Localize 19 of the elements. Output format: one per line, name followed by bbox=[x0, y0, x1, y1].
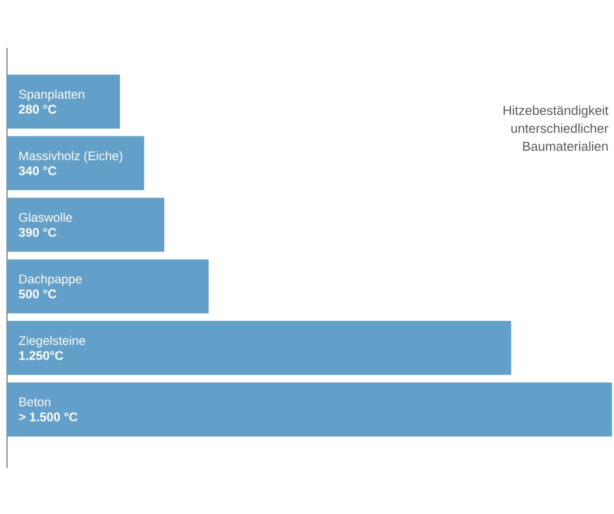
y-tick-label: Ziegelsteine bbox=[18, 336, 86, 348]
bar bbox=[7, 320, 512, 375]
y-tick-label: Spanplatten bbox=[19, 90, 84, 102]
bar bbox=[7, 136, 144, 190]
bar bbox=[7, 198, 164, 252]
bar bbox=[7, 74, 120, 129]
data-label: > 1.500 °C bbox=[19, 412, 78, 422]
y-tick-label: Beton bbox=[20, 398, 50, 406]
data-label: 1.250°C bbox=[19, 351, 64, 360]
data-label: 500 °C bbox=[18, 290, 56, 298]
bar bbox=[7, 382, 612, 436]
y-tick-label: Dachpappe bbox=[20, 274, 82, 286]
bar bbox=[7, 259, 209, 314]
data-label: 280 °C bbox=[18, 104, 56, 114]
y-tick-label: Glaswolle bbox=[19, 212, 72, 222]
data-label: 340 °C bbox=[18, 166, 56, 176]
text: Hitzebeständigkeit unterschiedlicher Baumaterialien bbox=[504, 106, 608, 151]
data-label: 390 °C bbox=[18, 228, 56, 237]
y-tick-label: Massivholz (Eiche) bbox=[20, 151, 122, 163]
